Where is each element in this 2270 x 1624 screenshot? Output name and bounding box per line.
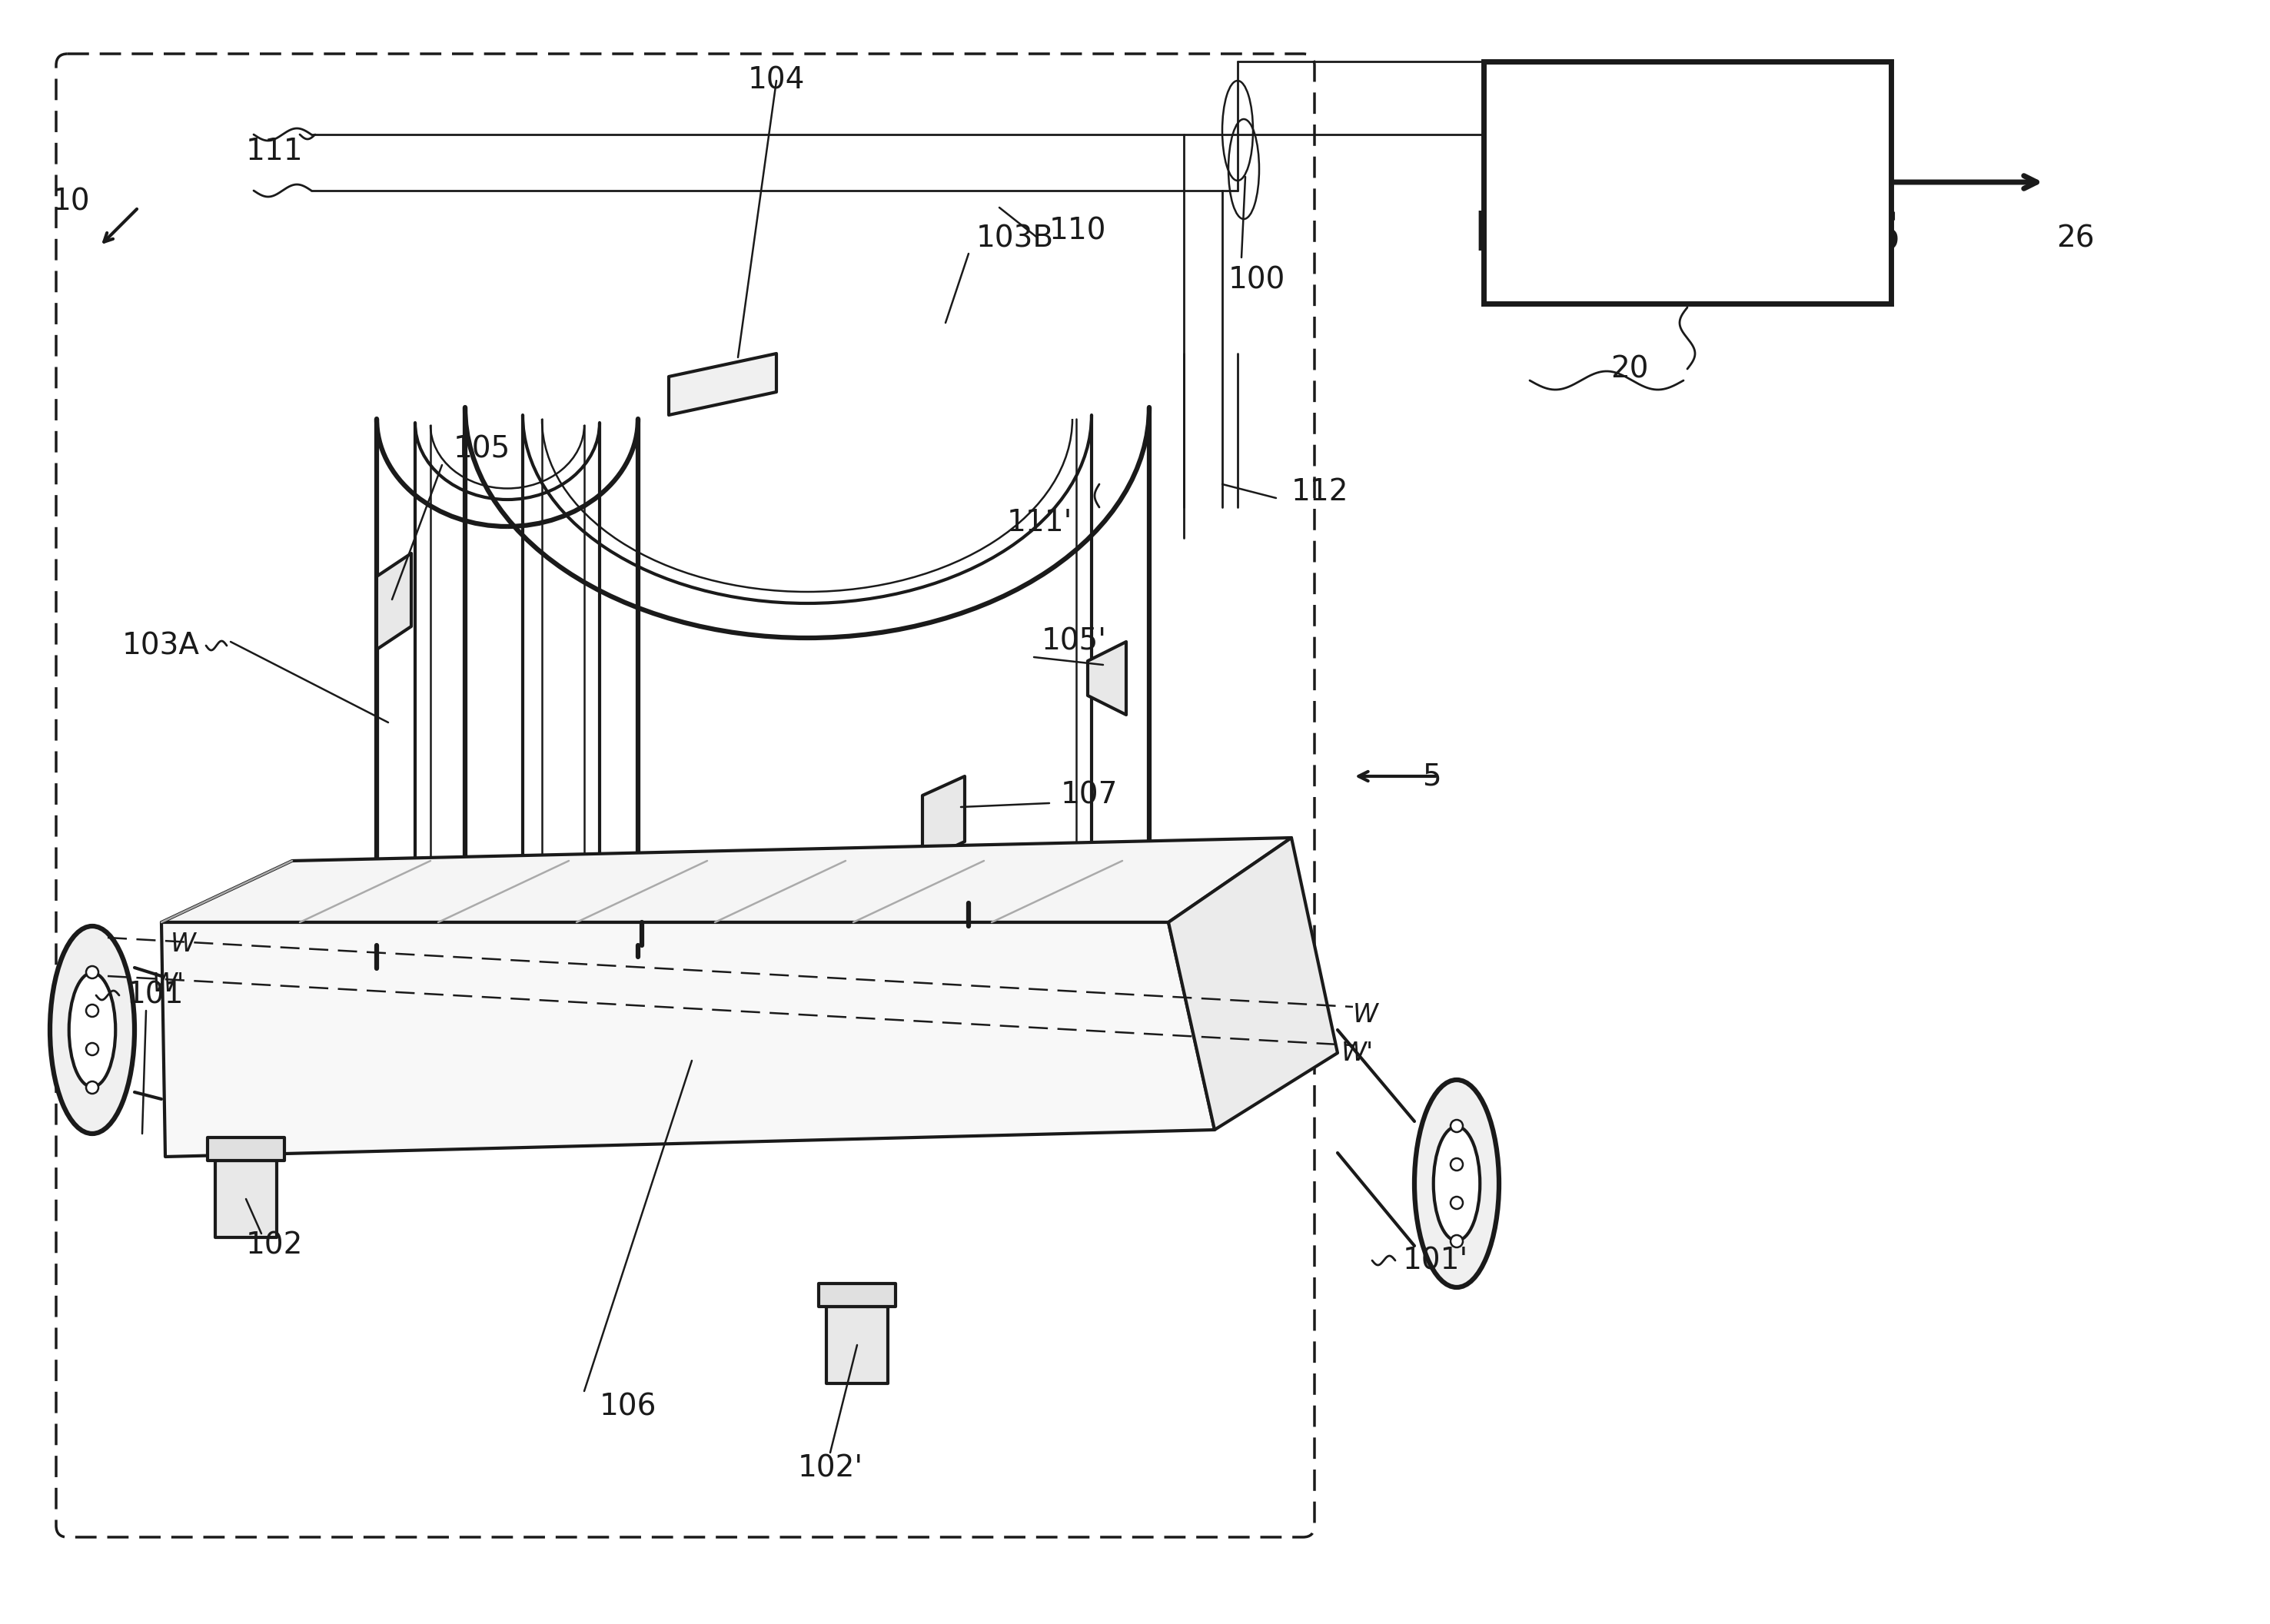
Text: 104: 104 (747, 67, 806, 96)
Text: 102': 102' (797, 1453, 863, 1483)
Polygon shape (377, 554, 411, 650)
Polygon shape (207, 1137, 284, 1161)
Ellipse shape (1432, 1127, 1480, 1241)
Polygon shape (216, 1161, 277, 1237)
Text: 107: 107 (1060, 781, 1119, 810)
Text: 105: 105 (454, 435, 511, 464)
Text: 103A: 103A (123, 632, 200, 661)
Text: 102: 102 (245, 1231, 304, 1260)
Polygon shape (922, 776, 965, 861)
Ellipse shape (1451, 1197, 1462, 1208)
Circle shape (890, 932, 917, 960)
Text: METER: METER (1582, 127, 1793, 180)
Polygon shape (826, 1307, 888, 1384)
Text: 5: 5 (1421, 762, 1441, 791)
Text: 112: 112 (1292, 477, 1348, 507)
Text: 111: 111 (245, 136, 304, 166)
Ellipse shape (415, 968, 599, 1015)
Text: 101: 101 (127, 981, 184, 1010)
Text: 111': 111' (1006, 508, 1071, 538)
Ellipse shape (1451, 1236, 1462, 1247)
Text: 105': 105' (1042, 627, 1108, 656)
Text: W: W (170, 931, 195, 957)
Text: 106: 106 (599, 1392, 656, 1421)
FancyBboxPatch shape (1485, 62, 1891, 304)
Polygon shape (1087, 641, 1126, 715)
Ellipse shape (86, 1043, 98, 1056)
Ellipse shape (692, 922, 922, 976)
Ellipse shape (365, 955, 649, 1028)
Ellipse shape (627, 906, 987, 992)
Ellipse shape (365, 921, 649, 994)
Ellipse shape (1451, 1121, 1462, 1132)
Text: W: W (1353, 1002, 1378, 1028)
Text: 103B: 103B (976, 224, 1053, 253)
Text: 101': 101' (1403, 1246, 1469, 1275)
Ellipse shape (86, 1005, 98, 1017)
Text: 100: 100 (1228, 266, 1285, 296)
Ellipse shape (50, 926, 134, 1134)
Text: W': W' (1342, 1041, 1373, 1065)
Polygon shape (819, 1283, 897, 1307)
Text: ELECTRONICS: ELECTRONICS (1473, 209, 1902, 263)
Polygon shape (1169, 838, 1337, 1130)
Text: 10: 10 (52, 187, 91, 216)
Polygon shape (161, 922, 1214, 1156)
Ellipse shape (1451, 1158, 1462, 1171)
Text: 20: 20 (1612, 354, 1648, 383)
Ellipse shape (68, 973, 116, 1086)
Text: 110: 110 (1049, 216, 1105, 245)
Ellipse shape (86, 1082, 98, 1093)
Ellipse shape (1414, 1080, 1498, 1288)
Ellipse shape (86, 966, 98, 978)
Text: W': W' (152, 971, 184, 997)
Polygon shape (161, 838, 1292, 922)
Text: 26: 26 (2057, 224, 2095, 253)
Polygon shape (670, 354, 776, 416)
Ellipse shape (627, 869, 987, 953)
